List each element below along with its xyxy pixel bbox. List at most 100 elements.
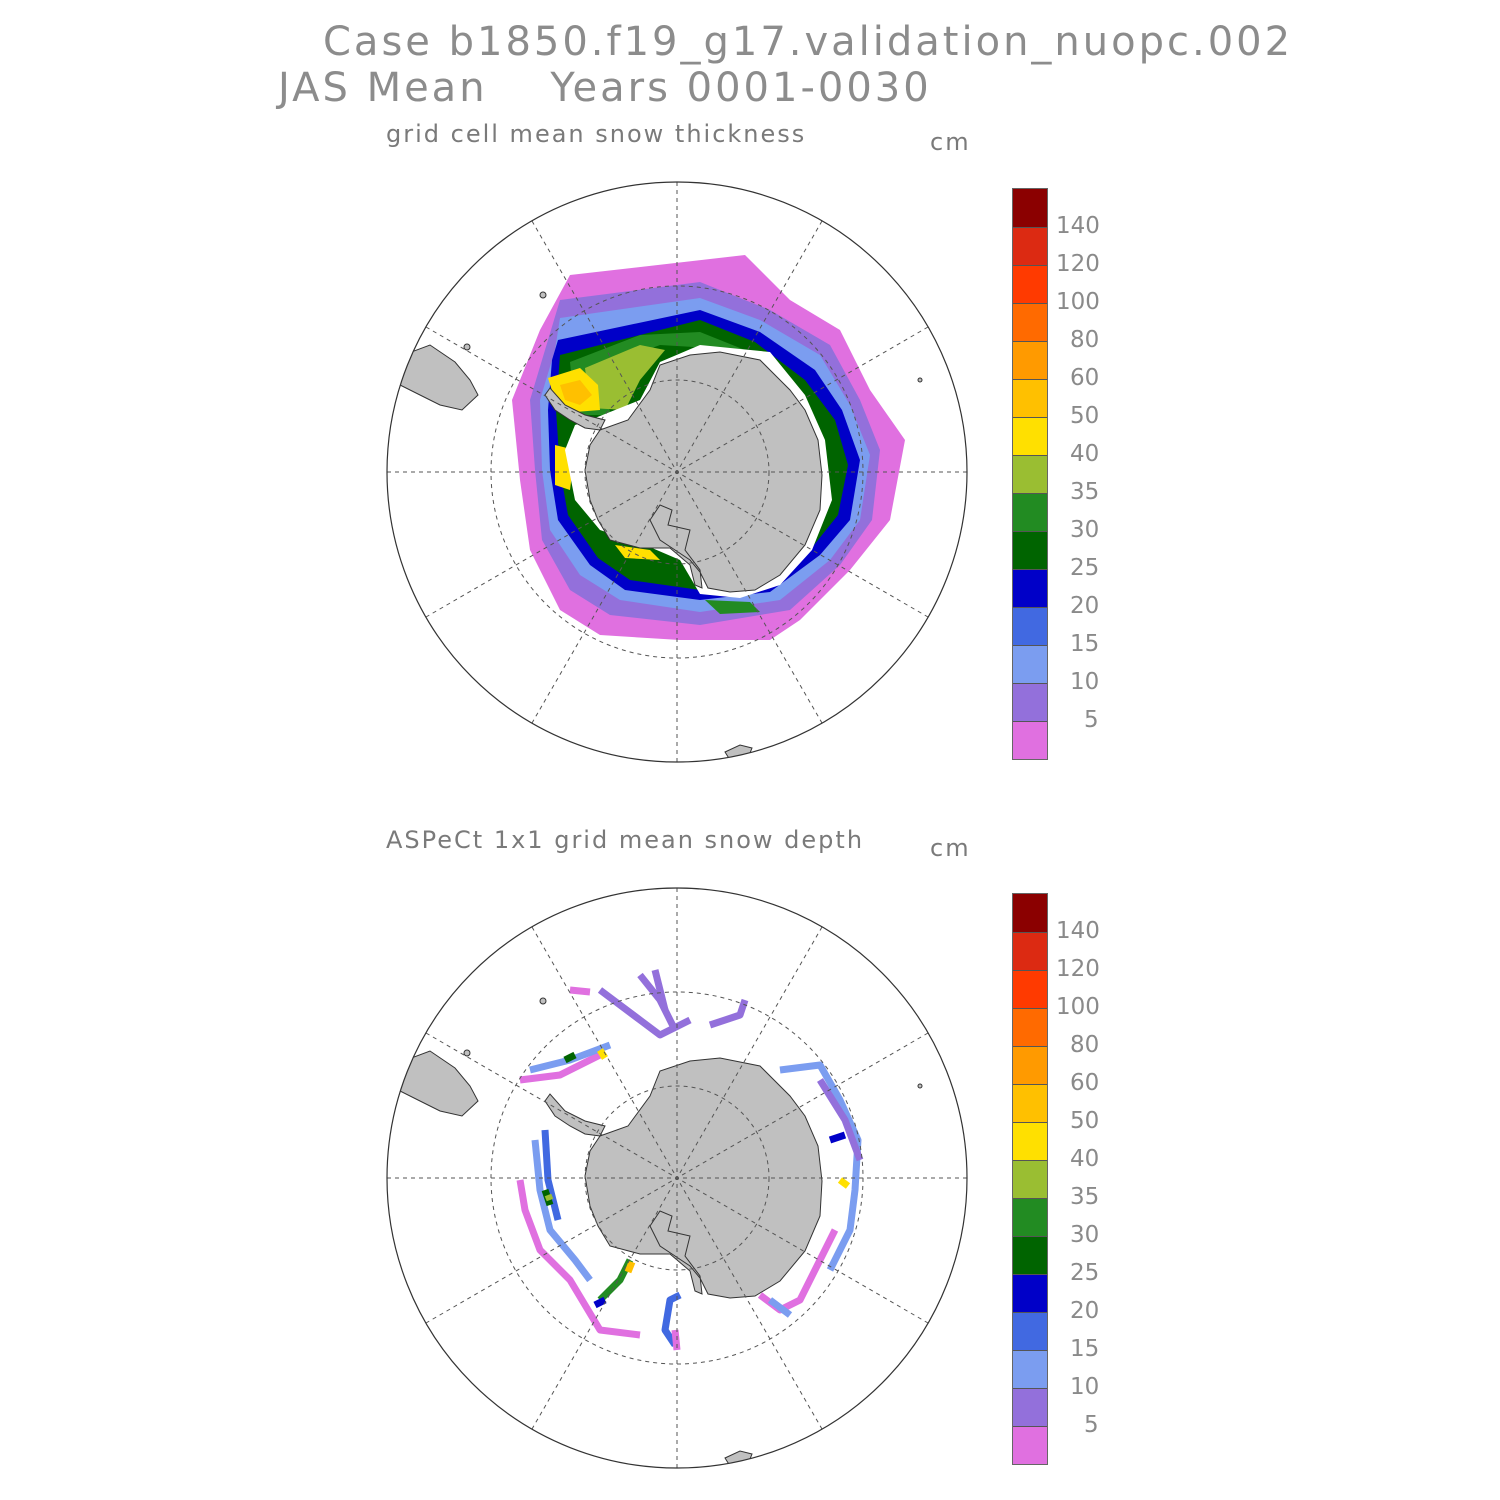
colorbar-label: 100	[1056, 289, 1100, 315]
bottom-panel-unit: cm	[930, 834, 971, 862]
colorbar-label: 5	[1084, 1412, 1099, 1438]
island	[917, 1083, 923, 1089]
colorbar-segment	[1013, 1388, 1047, 1426]
ship-track	[593, 1296, 607, 1309]
colorbar-label: 10	[1070, 669, 1100, 695]
ship-track	[541, 1129, 562, 1221]
ship-track	[544, 1193, 554, 1202]
colorbar-label: 25	[1070, 1260, 1100, 1286]
colorbar-segment	[1013, 265, 1047, 303]
colorbar-label: 60	[1070, 1070, 1100, 1096]
colorbar-segment	[1013, 1198, 1047, 1236]
colorbar-label: 120	[1056, 251, 1100, 277]
colorbar-segment	[1013, 531, 1047, 569]
colorbar-label: 15	[1070, 1336, 1100, 1362]
snow-band-30	[570, 332, 745, 415]
snow-band-30-b	[705, 600, 760, 614]
ship-track	[837, 1177, 851, 1189]
colorbar-segment	[1013, 645, 1047, 683]
bottom-polar-map	[387, 888, 967, 1468]
colorbar-segment	[1013, 894, 1047, 932]
island	[463, 1049, 471, 1057]
colorbar-label: 140	[1056, 918, 1100, 944]
figure-title-line1: Case b1850.f19_g17.validation_nuopc.002	[323, 19, 1294, 65]
colorbar-segment	[1013, 1274, 1047, 1312]
colorbar-segment	[1013, 970, 1047, 1008]
island	[917, 377, 923, 383]
colorbar-label: 35	[1070, 1184, 1100, 1210]
top-polar-map	[387, 182, 967, 762]
island	[463, 343, 471, 351]
colorbar-label: 120	[1056, 956, 1100, 982]
figure-title-line2: JAS Mean Years 0001-0030	[278, 65, 932, 111]
colorbar-segment	[1013, 1312, 1047, 1350]
ship-track	[597, 1048, 608, 1060]
ship-track	[563, 1051, 577, 1064]
ship-track	[519, 1051, 602, 1084]
colorbar-label: 20	[1070, 593, 1100, 619]
colorbar-segment	[1013, 493, 1047, 531]
colorbar-label: 30	[1070, 517, 1100, 543]
colorbar-label: 20	[1070, 1298, 1100, 1324]
bottom-panel-title: ASPeCt 1x1 grid mean snow depth	[386, 826, 865, 854]
colorbar-segment	[1013, 341, 1047, 379]
ship-track	[661, 1291, 682, 1347]
ship-track	[817, 1078, 864, 1162]
bottom-colorbar	[1012, 893, 1048, 1465]
colorbar-segment	[1013, 227, 1047, 265]
colorbar-label: 80	[1070, 327, 1100, 353]
colorbar-segment	[1013, 379, 1047, 417]
south-america-land	[389, 344, 479, 411]
colorbar-segment	[1013, 683, 1047, 721]
colorbar-label: 40	[1070, 1146, 1100, 1172]
bottom-map-boundary	[386, 887, 968, 1469]
top-panel-title: grid cell mean snow thickness	[386, 120, 807, 148]
colorbar-segment	[1013, 607, 1047, 645]
colorbar-segment	[1013, 1350, 1047, 1388]
ship-track	[624, 1260, 636, 1274]
colorbar-label: 50	[1070, 403, 1100, 429]
ship-track	[569, 986, 591, 996]
colorbar-label: 100	[1056, 994, 1100, 1020]
colorbar-segment	[1013, 1122, 1047, 1160]
ship-track	[779, 1061, 862, 1272]
antarctic-peninsula	[544, 1093, 606, 1137]
south-america-land	[389, 1050, 479, 1117]
colorbar-segment	[1013, 1236, 1047, 1274]
ship-track	[708, 998, 749, 1029]
snow-band-35	[585, 345, 665, 410]
colorbar-label: 10	[1070, 1374, 1100, 1400]
colorbar-label: 80	[1070, 1032, 1100, 1058]
snow-band-40-c	[615, 545, 660, 560]
colorbar-label: 25	[1070, 555, 1100, 581]
colorbar-segment	[1013, 1160, 1047, 1198]
colorbar-segment	[1013, 303, 1047, 341]
snow-band-50	[560, 380, 592, 405]
colorbar-label: 40	[1070, 441, 1100, 467]
antarctica-land	[584, 351, 823, 593]
antarctica-land	[584, 1057, 823, 1299]
ship-track	[651, 969, 669, 1011]
colorbar-label: 35	[1070, 479, 1100, 505]
colorbar-segment	[1013, 1008, 1047, 1046]
colorbar-label: 5	[1084, 707, 1099, 733]
colorbar-label: 50	[1070, 1108, 1100, 1134]
top-panel-unit: cm	[930, 128, 971, 156]
island	[539, 291, 547, 299]
colorbar-label: 140	[1056, 213, 1100, 239]
colorbar-segment	[1013, 932, 1047, 970]
aspect-ship-tracks	[516, 969, 864, 1351]
colorbar-segment	[1013, 569, 1047, 607]
ship-track	[597, 1258, 634, 1303]
colorbar-segment	[1013, 455, 1047, 493]
ship-track	[516, 1179, 641, 1339]
top-map-boundary	[386, 181, 968, 763]
ship-track	[828, 1131, 847, 1144]
colorbar-segment	[1013, 189, 1047, 227]
colorbar-label: 30	[1070, 1222, 1100, 1248]
ship-track	[531, 1139, 593, 1283]
colorbar-label: 15	[1070, 631, 1100, 657]
ship-track	[767, 1297, 793, 1318]
island	[539, 997, 547, 1005]
